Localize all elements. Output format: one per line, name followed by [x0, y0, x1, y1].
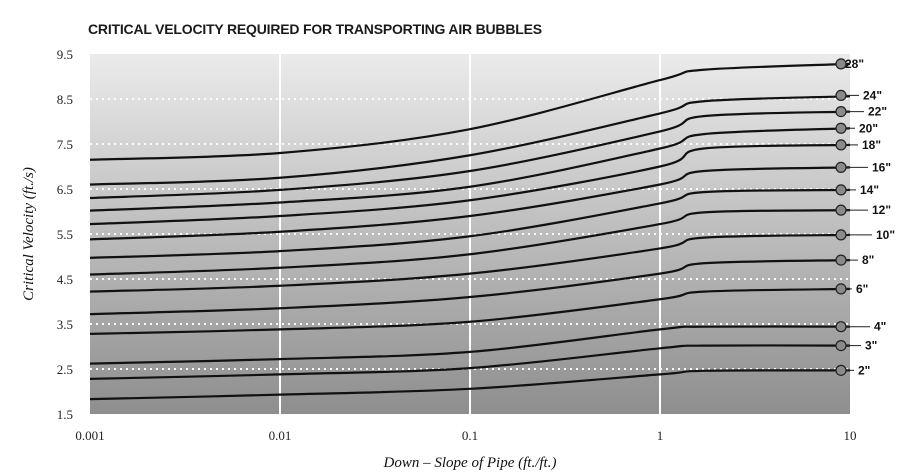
series-line — [89, 127, 851, 212]
series-end-marker — [835, 364, 847, 376]
series-line — [89, 209, 851, 276]
y-tick-label: 8.5 — [57, 92, 73, 107]
series-line — [89, 287, 851, 335]
series-end-marker — [835, 122, 847, 134]
y-tick-labels: 1.5 2.5 3.5 4.5 5.5 6.5 7.5 8.5 9.5 — [57, 47, 73, 422]
x-tick-label: 1 — [657, 428, 664, 443]
pipe-size-label: 12" — [872, 203, 891, 217]
series-end-marker — [835, 254, 847, 266]
end-markers: 28" 24" 22" 20" 18" 16" 14" 12" 10"8" 6" 4" 3" 2" — [835, 57, 895, 377]
x-tick-label: 0.001 — [75, 428, 104, 443]
series-line — [89, 110, 851, 200]
curves — [89, 62, 851, 401]
y-tick-label: 1.5 — [57, 407, 73, 422]
y-tick-label: 2.5 — [57, 362, 73, 377]
series-line — [89, 369, 851, 401]
series-end-marker — [835, 229, 847, 241]
pipe-size-label: 4" — [874, 320, 886, 334]
y-axis-label: Critical Velocity (ft./s) — [21, 167, 37, 301]
series-line — [89, 325, 851, 365]
x-tick-label: 0.1 — [462, 428, 478, 443]
series-line — [89, 233, 851, 293]
series-line — [89, 188, 851, 259]
series-end-marker — [835, 340, 847, 352]
series-line — [89, 62, 851, 161]
pipe-size-label: 10" — [876, 228, 895, 242]
pipe-size-label: 16" — [872, 160, 891, 174]
series-end-marker — [835, 321, 847, 333]
x-tick-label: 10 — [844, 428, 857, 443]
pipe-size-label: 20" — [859, 121, 878, 135]
pipe-size-label: 14" — [860, 183, 879, 197]
series-line — [89, 95, 851, 186]
y-tick-label: 5.5 — [57, 227, 73, 242]
y-tick-label: 7.5 — [57, 137, 73, 152]
series-end-marker — [835, 161, 847, 173]
pipe-size-label: 22" — [868, 105, 887, 119]
pipe-size-label: 2" — [858, 363, 870, 377]
series-end-marker — [835, 105, 847, 118]
chart-title: CRITICAL VELOCITY REQUIRED FOR TRANSPORT… — [88, 21, 542, 37]
series-end-marker — [835, 139, 847, 151]
series-end-marker — [835, 283, 847, 295]
series-line — [89, 259, 851, 316]
x-tick-label: 0.01 — [269, 428, 292, 443]
series-end-marker — [835, 89, 847, 102]
series-line — [89, 166, 851, 241]
y-tick-label: 3.5 — [57, 317, 73, 332]
series-line — [89, 344, 851, 380]
series-end-marker — [835, 204, 847, 216]
pipe-size-label: 3" — [865, 339, 877, 353]
y-tick-label: 4.5 — [57, 272, 73, 287]
pipe-size-label: 24" — [863, 88, 882, 102]
y-tick-label: 6.5 — [57, 182, 73, 197]
x-tick-labels: 0.001 0.01 0.1 1 10 — [75, 428, 856, 443]
y-tick-label: 9.5 — [57, 47, 73, 62]
pipe-size-label: 18" — [862, 138, 881, 152]
pipe-size-label: 6" — [856, 282, 868, 296]
series-end-marker — [835, 184, 847, 196]
series-end-marker — [835, 58, 847, 70]
series-line — [89, 143, 851, 226]
pipe-size-label: 8" — [862, 253, 874, 267]
x-axis-label: Down – Slope of Pipe (ft./ft.) — [383, 455, 557, 471]
pipe-size-label: 28" — [845, 57, 864, 71]
